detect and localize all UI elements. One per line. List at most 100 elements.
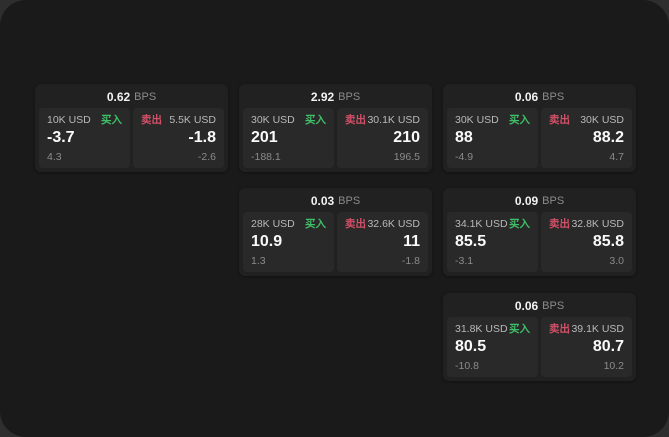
buy-panel[interactable]: 30K USD 买入 201 -188.1 (243, 108, 334, 168)
buy-sell-panels: 31.8K USD 买入 80.5 -10.8 卖出 39.1K USD 80.… (443, 317, 636, 377)
sell-change: 196.5 (393, 150, 420, 163)
bps-unit-label: BPS (542, 195, 565, 207)
card-header: 2.92 BPS (239, 84, 432, 108)
quote-card-4: 0.03 BPS 28K USD 买入 10.9 1.3 卖出 32.6K US… (239, 188, 432, 276)
quote-card-6: 0.06 BPS 31.8K USD 买入 80.5 -10.8 卖出 39.1… (443, 293, 636, 381)
bps-unit-label: BPS (338, 91, 361, 103)
sell-panel-header: 卖出 32.8K USD (549, 219, 624, 230)
sell-side-label: 卖出 (141, 114, 162, 126)
sell-side-label: 卖出 (549, 114, 570, 126)
sell-side-label: 卖出 (345, 218, 366, 230)
sell-side-label: 卖出 (549, 323, 570, 335)
buy-price: 80.5 (455, 337, 487, 355)
buy-sell-panels: 34.1K USD 买入 85.5 -3.1 卖出 32.8K USD 85.8… (443, 212, 636, 272)
buy-change: 4.3 (47, 150, 62, 163)
buy-change: -188.1 (251, 150, 281, 163)
bps-value: 0.06 (514, 299, 539, 313)
buy-panel-header: 30K USD 买入 (455, 115, 530, 126)
sell-amount: 32.8K USD (571, 218, 624, 230)
buy-side-label: 买入 (509, 114, 530, 126)
sell-amount: 5.5K USD (169, 114, 216, 126)
buy-price: 201 (251, 128, 278, 146)
sell-price: 88.2 (592, 128, 624, 146)
card-header: 0.06 BPS (443, 293, 636, 317)
buy-side-label: 买入 (101, 114, 122, 126)
bps-value: 0.09 (514, 194, 539, 208)
sell-price: 85.8 (592, 232, 624, 250)
buy-panel-header: 28K USD 买入 (251, 219, 326, 230)
card-header: 0.03 BPS (239, 188, 432, 212)
bps-value: 0.06 (514, 90, 539, 104)
card-header: 0.09 BPS (443, 188, 636, 212)
sell-amount: 39.1K USD (571, 323, 624, 335)
buy-price: -3.7 (47, 128, 75, 146)
buy-price: 88 (455, 128, 473, 146)
buy-panel-header: 30K USD 买入 (251, 115, 326, 126)
buy-sell-panels: 28K USD 买入 10.9 1.3 卖出 32.6K USD 11 -1.8 (239, 212, 432, 272)
buy-sell-panels: 30K USD 买入 88 -4.9 卖出 30K USD 88.2 4.7 (443, 108, 636, 168)
buy-amount: 30K USD (455, 114, 499, 126)
card-header: 0.62 BPS (35, 84, 228, 108)
sell-panel[interactable]: 卖出 30.1K USD 210 196.5 (337, 108, 428, 168)
buy-side-label: 买入 (509, 323, 530, 335)
buy-panel[interactable]: 30K USD 买入 88 -4.9 (447, 108, 538, 168)
quote-card-1: 0.62 BPS 10K USD 买入 -3.7 4.3 卖出 5.5K USD… (35, 84, 228, 172)
buy-panel-header: 31.8K USD 买入 (455, 324, 530, 335)
bps-unit-label: BPS (338, 195, 361, 207)
buy-panel-header: 10K USD 买入 (47, 115, 122, 126)
sell-panel-header: 卖出 39.1K USD (549, 324, 624, 335)
sell-change: 4.7 (609, 150, 624, 163)
buy-sell-panels: 10K USD 买入 -3.7 4.3 卖出 5.5K USD -1.8 -2.… (35, 108, 228, 168)
sell-amount: 30.1K USD (367, 114, 420, 126)
sell-panel[interactable]: 卖出 5.5K USD -1.8 -2.6 (133, 108, 224, 168)
quote-card-3: 0.06 BPS 30K USD 买入 88 -4.9 卖出 30K USD 8… (443, 84, 636, 172)
buy-amount: 28K USD (251, 218, 295, 230)
buy-panel-header: 34.1K USD 买入 (455, 219, 530, 230)
sell-panel[interactable]: 卖出 32.6K USD 11 -1.8 (337, 212, 428, 272)
buy-change: -10.8 (455, 359, 479, 372)
buy-change: -4.9 (455, 150, 474, 163)
quote-card-2: 2.92 BPS 30K USD 买入 201 -188.1 卖出 30.1K … (239, 84, 432, 172)
buy-price: 85.5 (455, 232, 487, 250)
sell-panel[interactable]: 卖出 39.1K USD 80.7 10.2 (541, 317, 632, 377)
buy-sell-panels: 30K USD 买入 201 -188.1 卖出 30.1K USD 210 1… (239, 108, 432, 168)
bps-unit-label: BPS (134, 91, 157, 103)
buy-side-label: 买入 (305, 218, 326, 230)
sell-amount: 32.6K USD (367, 218, 420, 230)
buy-amount: 30K USD (251, 114, 295, 126)
buy-price: 10.9 (251, 232, 283, 250)
buy-amount: 34.1K USD (455, 218, 508, 230)
buy-change: 1.3 (251, 254, 266, 267)
sell-side-label: 卖出 (549, 218, 570, 230)
sell-change: 10.2 (603, 359, 624, 372)
bps-value: 0.62 (106, 90, 131, 104)
buy-panel[interactable]: 10K USD 买入 -3.7 4.3 (39, 108, 130, 168)
quote-card-5: 0.09 BPS 34.1K USD 买入 85.5 -3.1 卖出 32.8K… (443, 188, 636, 276)
sell-price: 210 (393, 128, 420, 146)
bps-value: 2.92 (310, 90, 335, 104)
sell-panel[interactable]: 卖出 30K USD 88.2 4.7 (541, 108, 632, 168)
sell-panel-header: 卖出 30K USD (549, 115, 624, 126)
sell-panel-header: 卖出 32.6K USD (345, 219, 420, 230)
buy-side-label: 买入 (305, 114, 326, 126)
sell-change: 3.0 (609, 254, 624, 267)
sell-price: -1.8 (188, 128, 216, 146)
sell-amount: 30K USD (580, 114, 624, 126)
buy-side-label: 买入 (509, 218, 530, 230)
sell-side-label: 卖出 (345, 114, 366, 126)
sell-price: 80.7 (592, 337, 624, 355)
bps-value: 0.03 (310, 194, 335, 208)
buy-panel[interactable]: 31.8K USD 买入 80.5 -10.8 (447, 317, 538, 377)
sell-change: -1.8 (401, 254, 420, 267)
bps-unit-label: BPS (542, 300, 565, 312)
buy-change: -3.1 (455, 254, 474, 267)
bps-unit-label: BPS (542, 91, 565, 103)
sell-panel-header: 卖出 5.5K USD (141, 115, 216, 126)
buy-panel[interactable]: 28K USD 买入 10.9 1.3 (243, 212, 334, 272)
card-header: 0.06 BPS (443, 84, 636, 108)
buy-panel[interactable]: 34.1K USD 买入 85.5 -3.1 (447, 212, 538, 272)
sell-price: 11 (403, 232, 420, 250)
sell-panel-header: 卖出 30.1K USD (345, 115, 420, 126)
sell-panel[interactable]: 卖出 32.8K USD 85.8 3.0 (541, 212, 632, 272)
